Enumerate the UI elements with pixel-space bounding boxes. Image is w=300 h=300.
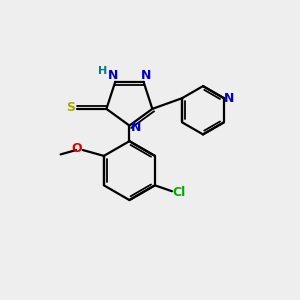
Text: N: N <box>108 69 118 82</box>
Text: N: N <box>141 69 151 82</box>
Text: O: O <box>71 142 82 155</box>
Text: Cl: Cl <box>173 186 186 199</box>
Text: S: S <box>67 101 76 114</box>
Text: N: N <box>131 121 141 134</box>
Text: N: N <box>224 92 234 105</box>
Text: H: H <box>98 66 107 76</box>
